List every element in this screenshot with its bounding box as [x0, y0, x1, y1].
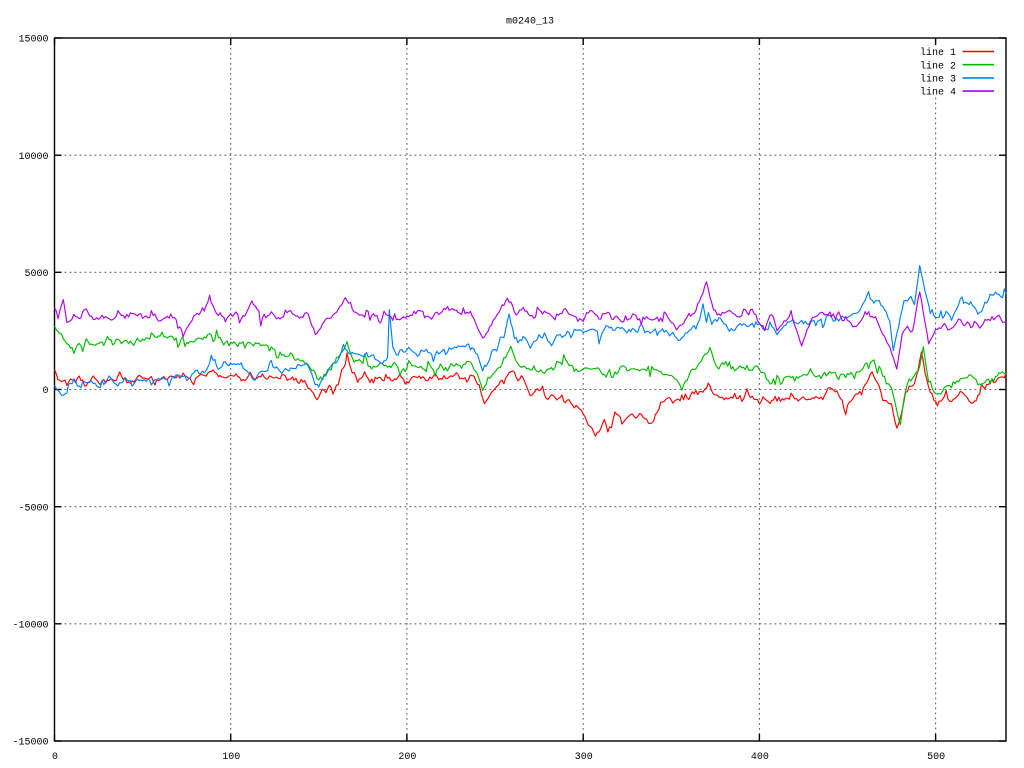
svg-text:0: 0 — [42, 386, 48, 397]
svg-text:-5000: -5000 — [18, 503, 48, 514]
svg-text:10000: 10000 — [18, 152, 48, 163]
svg-text:line 3: line 3 — [920, 74, 956, 86]
svg-text:m0240_13: m0240_13 — [506, 17, 554, 28]
svg-text:200: 200 — [398, 752, 416, 763]
svg-text:0: 0 — [52, 752, 58, 763]
svg-text:line 2: line 2 — [920, 60, 956, 72]
svg-text:300: 300 — [575, 752, 593, 763]
svg-text:5000: 5000 — [24, 269, 48, 280]
svg-text:line 1: line 1 — [920, 47, 956, 59]
svg-text:-15000: -15000 — [12, 738, 48, 749]
svg-text:400: 400 — [751, 752, 769, 763]
svg-text:-10000: -10000 — [12, 620, 48, 631]
svg-text:100: 100 — [222, 752, 240, 763]
svg-text:500: 500 — [927, 752, 945, 763]
svg-text:line 4: line 4 — [920, 87, 956, 99]
svg-text:15000: 15000 — [18, 35, 48, 46]
